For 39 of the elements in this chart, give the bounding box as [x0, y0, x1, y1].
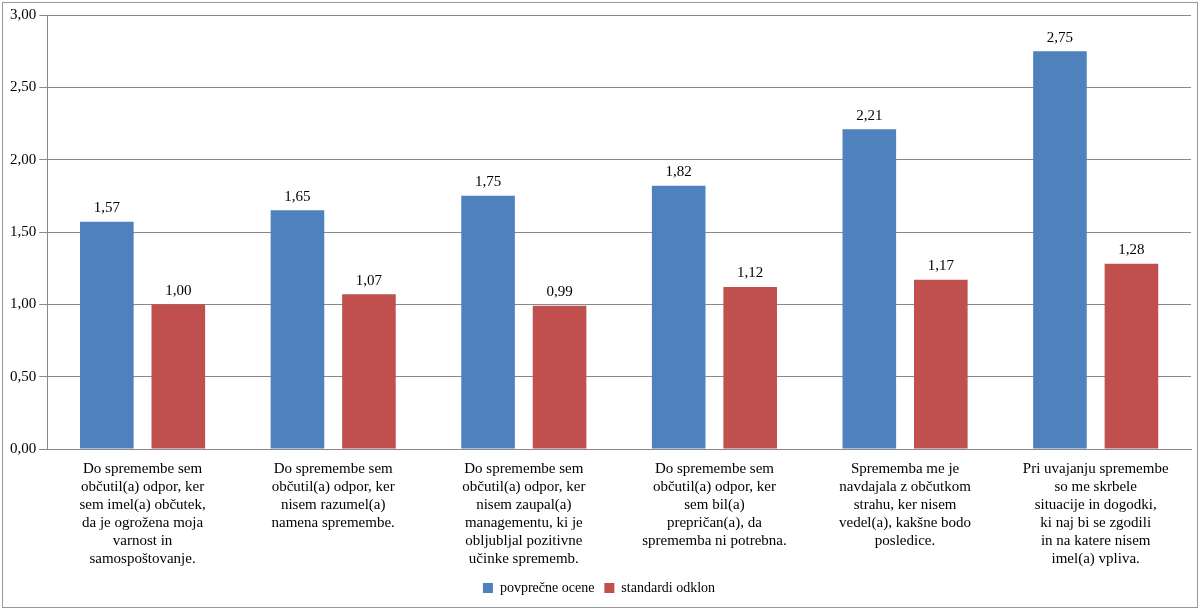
- data-label: 1,28: [1118, 241, 1145, 258]
- data-label: 0,99: [546, 283, 573, 300]
- data-label: 1,65: [284, 187, 311, 204]
- bar: [532, 305, 587, 449]
- bar: [80, 221, 134, 449]
- bar: [461, 195, 515, 449]
- x-tick-label: Do spremembe sem občutil(a) odpor, ker sem bil(a) prepričan(a), da sprememba ni potrebna.: [642, 459, 787, 548]
- data-label: 1,57: [93, 199, 121, 216]
- x-tick-label: Do spremembe sem občutil(a) odpor, ker nisem razumel(a) namena spremembe.: [271, 459, 395, 530]
- x-tick-label: Do spremembe sem občutil(a) odpor, ker nisem zaupal(a) managementu, ki je obljubljal pozitivne učinke sprememb.: [462, 459, 586, 566]
- legend-label: povprečne ocene: [499, 579, 595, 595]
- bar: [1033, 51, 1087, 449]
- x-tick-label: Do spremembe sem občutil(a) odpor, ker sem imel(a) občutek, da je ogrožena moja varnost in samospoštovanje.: [79, 459, 206, 566]
- data-label: 1,00: [165, 281, 192, 298]
- x-tick-label: Sprememba me je navdajala z občutkom strahu, ker nisem vedel(a), kakšne bodo posledice.: [839, 459, 972, 548]
- bar: [270, 210, 325, 449]
- y-tick-label: 0,00: [10, 439, 37, 456]
- data-label: 1,82: [665, 163, 692, 180]
- data-label: 1,12: [737, 264, 764, 281]
- y-tick-label: 0,50: [10, 367, 37, 384]
- legend-label: standardi odklon: [621, 579, 716, 595]
- data-label: 1,17: [927, 257, 955, 274]
- bar: [651, 185, 706, 449]
- data-label: 1,75: [474, 173, 502, 190]
- y-tick-label: 2,50: [10, 78, 37, 95]
- bar: [914, 279, 968, 449]
- bar: [1104, 263, 1159, 449]
- bar: [842, 129, 897, 449]
- bar: [342, 294, 396, 449]
- bar: [723, 286, 777, 449]
- y-tick-label: 3,00: [10, 5, 37, 22]
- y-tick-label: 1,50: [10, 222, 37, 239]
- bar: [151, 304, 206, 449]
- data-label: 2,21: [856, 106, 883, 123]
- x-tick-label: Pri uvajanju spremembe so me skrbele situacije in dogodki, ki naj bi se zgodili in na katere nisem imel(a) vpliva.: [1022, 459, 1169, 567]
- y-tick-label: 1,00: [10, 295, 37, 312]
- data-label: 1,07: [355, 271, 383, 288]
- data-label: 2,75: [1046, 28, 1074, 45]
- y-tick-label: 2,00: [10, 150, 37, 167]
